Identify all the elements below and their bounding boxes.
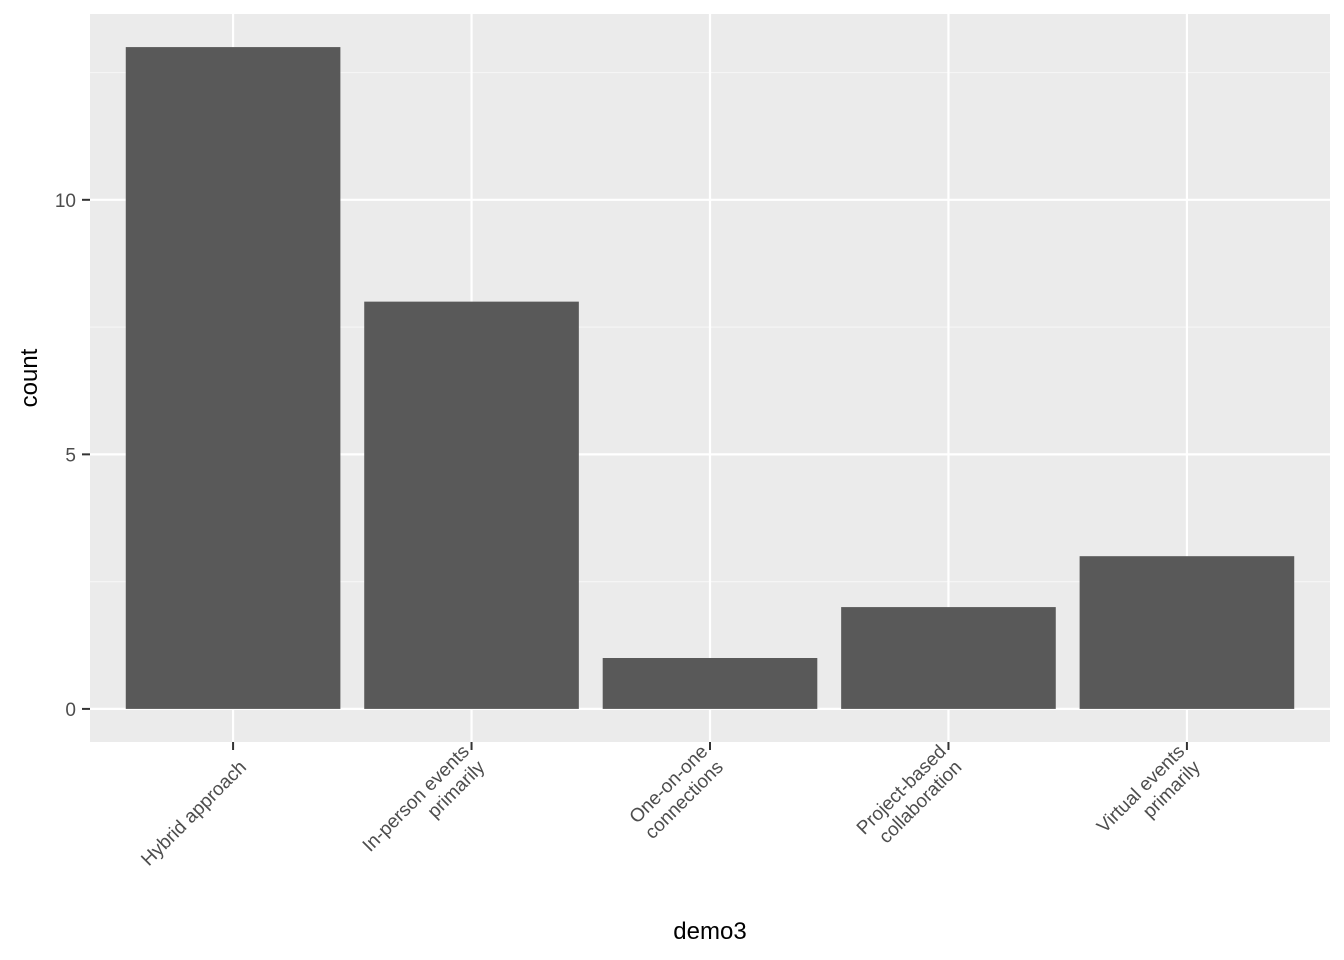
- x-axis-title: demo3: [673, 918, 746, 945]
- x-tick-label: Hybrid approach: [137, 757, 250, 870]
- bars: [125, 47, 1295, 709]
- bar: [602, 658, 818, 709]
- bar: [364, 301, 579, 709]
- bar: [125, 47, 341, 709]
- y-axis-title: count: [16, 348, 43, 407]
- x-axis-ticks: Hybrid approach In-person eventsprimarily…: [137, 741, 1205, 872]
- x-tick-label: One-on-oneconnections: [626, 741, 728, 843]
- y-axis-ticks: 0 5 10: [55, 191, 90, 721]
- x-tick-label: In-person eventsprimarily: [359, 741, 490, 872]
- bar: [1079, 556, 1295, 709]
- y-tick-label: 0: [65, 700, 76, 721]
- y-tick-label: 5: [65, 445, 76, 466]
- x-tick-label: Virtual eventsprimarily: [1093, 741, 1205, 853]
- bar: [841, 607, 1056, 709]
- y-tick-label: 10: [55, 191, 76, 212]
- x-tick-label-line: Hybrid approach: [137, 757, 250, 870]
- x-tick-label: Project-basedcollaboration: [853, 741, 966, 854]
